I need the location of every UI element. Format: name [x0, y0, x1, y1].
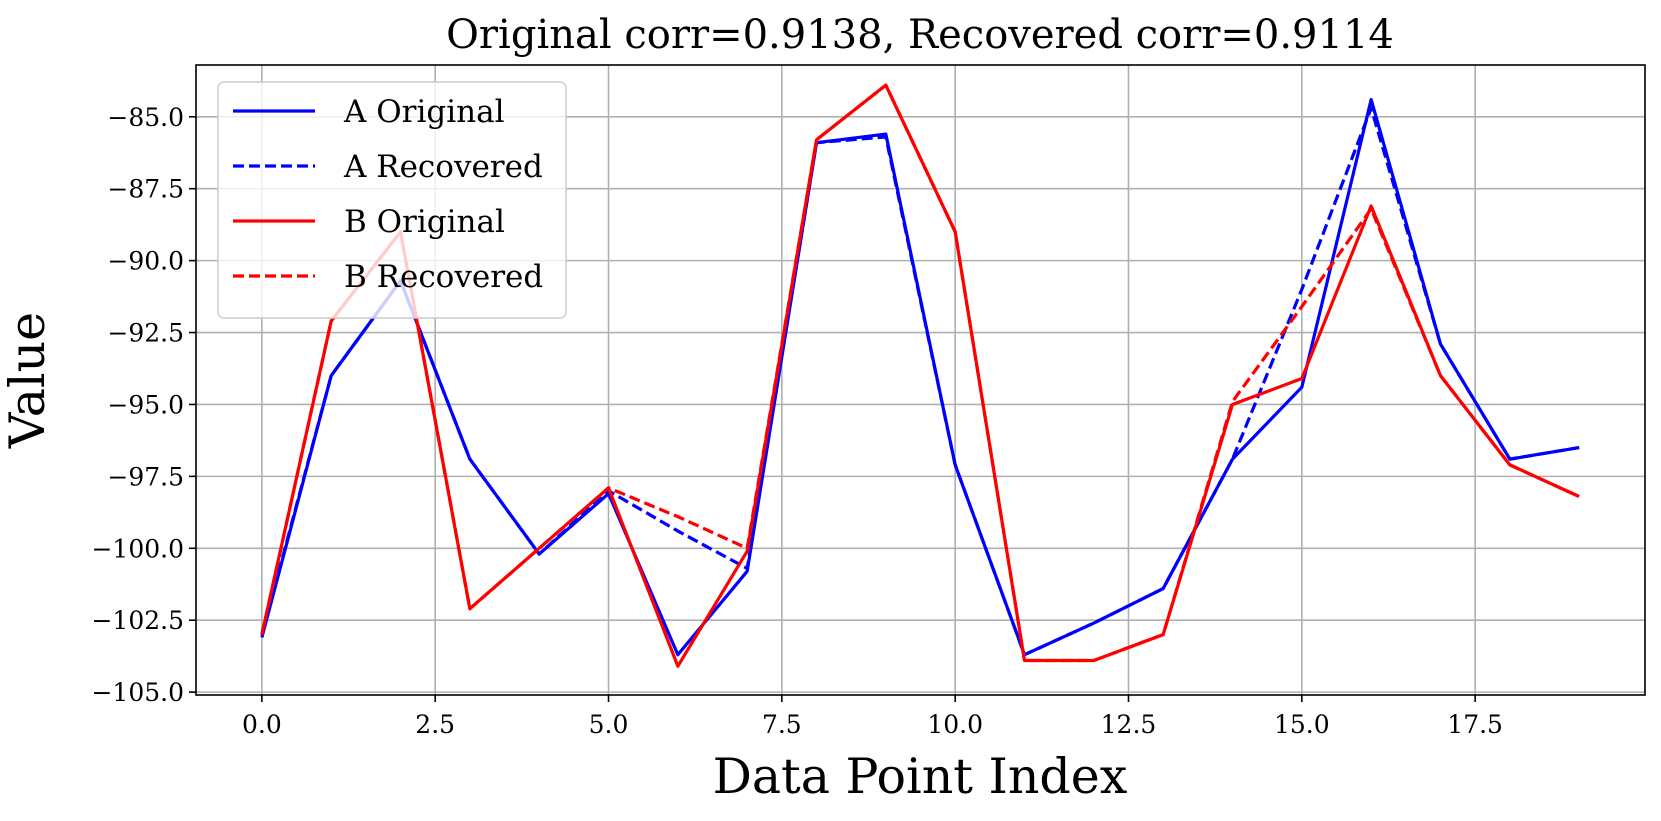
x-tick-label: 2.5 [415, 710, 455, 739]
y-tick-label: −90.0 [107, 247, 184, 276]
x-tick-label: 12.5 [1101, 710, 1157, 739]
y-tick-label: −105.0 [91, 678, 184, 707]
y-tick-label: −92.5 [107, 319, 184, 348]
x-tick-label: 5.0 [589, 710, 629, 739]
series-line-a-recovered [260, 106, 1580, 657]
legend: A Original A Recovered B Original B Recover… [217, 81, 567, 319]
y-axis-label: Value [0, 312, 56, 449]
ticks: 0.0 2.5 5.0 7.5 10.0 12.5 15.0 17.5 −105.0 −102.5… [91, 103, 1503, 739]
legend-label: A Original [343, 94, 505, 130]
x-tick-label: 0.0 [242, 710, 282, 739]
series-line-b-recovered [260, 83, 1580, 663]
x-tick-label: 15.0 [1274, 710, 1330, 739]
x-axis-label: Data Point Index [713, 748, 1128, 805]
series-group [260, 83, 1580, 668]
legend-label: A Recovered [343, 149, 543, 185]
grid [196, 65, 1645, 695]
y-tick-label: −95.0 [107, 390, 184, 419]
y-tick-label: −97.5 [107, 462, 184, 491]
chart-title: Original corr=0.9138, Recovered corr=0.9… [446, 12, 1394, 58]
x-tick-label: 7.5 [762, 710, 802, 739]
legend-label: B Original [344, 204, 505, 240]
plot-frame [195, 64, 1646, 696]
y-tick-label: −100.0 [91, 534, 184, 563]
y-tick-label: −85.0 [107, 103, 184, 132]
x-tick-label: 10.0 [927, 710, 983, 739]
y-tick-label: −87.5 [107, 175, 184, 204]
y-tick-label: −102.5 [91, 606, 184, 635]
x-tick-label: 17.5 [1447, 710, 1503, 739]
legend-label: B Recovered [344, 259, 543, 295]
legend-box [217, 81, 567, 319]
